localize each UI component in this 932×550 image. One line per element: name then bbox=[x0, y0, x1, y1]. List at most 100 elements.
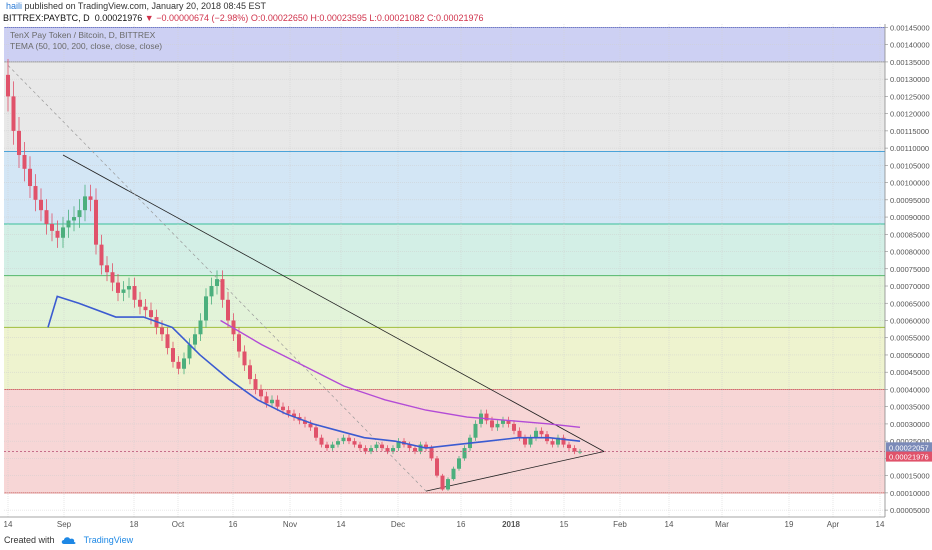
candle bbox=[11, 81, 16, 145]
candle bbox=[391, 445, 395, 455]
candle bbox=[457, 455, 461, 471]
candle bbox=[149, 302, 153, 325]
candle bbox=[380, 441, 384, 451]
candle bbox=[66, 209, 71, 238]
candle-body bbox=[248, 365, 252, 380]
candle bbox=[248, 359, 252, 385]
candle bbox=[528, 434, 533, 448]
fib-bands bbox=[4, 26, 885, 494]
candle bbox=[204, 288, 208, 328]
time-tick-label: 18 bbox=[130, 520, 139, 529]
time-tick-label: Nov bbox=[283, 520, 297, 529]
candle-body bbox=[391, 448, 395, 452]
candle bbox=[215, 270, 219, 295]
time-tick-label: 15 bbox=[560, 520, 569, 529]
candle bbox=[275, 395, 280, 411]
candle bbox=[138, 291, 142, 315]
time-tick-label: 16 bbox=[229, 520, 238, 529]
candle-body bbox=[149, 310, 153, 318]
candle bbox=[501, 416, 505, 428]
symbol-label: BITTREX:PAYBTC, D bbox=[3, 13, 90, 23]
price-axis-bg bbox=[885, 24, 932, 517]
candle bbox=[473, 420, 478, 441]
price-change: −0.00000674 (−2.98%) bbox=[156, 13, 249, 23]
candle-body bbox=[363, 448, 368, 452]
candle bbox=[330, 441, 335, 451]
time-tick-label: Oct bbox=[172, 520, 185, 529]
candle-body bbox=[209, 286, 214, 297]
candle bbox=[517, 427, 522, 441]
candle bbox=[209, 277, 214, 305]
candle bbox=[105, 256, 109, 282]
candle bbox=[363, 445, 368, 455]
candle-body bbox=[50, 223, 54, 231]
candle-body bbox=[539, 430, 544, 435]
candle bbox=[220, 270, 225, 308]
price-tick-label: 0.00030000 bbox=[890, 420, 930, 429]
candle bbox=[303, 416, 307, 428]
candle-body bbox=[6, 74, 10, 97]
candle-body bbox=[132, 286, 137, 300]
candle-body bbox=[77, 210, 82, 218]
price-tick-label: 0.00130000 bbox=[890, 75, 930, 84]
candle bbox=[512, 420, 516, 435]
chart-legend: TenX Pay Token / Bitcoin, D, BITTREX TEM… bbox=[10, 30, 162, 52]
price-tick-label: 0.00010000 bbox=[890, 489, 930, 498]
candle bbox=[22, 141, 27, 182]
candle bbox=[110, 263, 115, 292]
candle-body bbox=[215, 279, 219, 287]
candle-body bbox=[116, 282, 120, 293]
price-tick-label: 0.00090000 bbox=[890, 213, 930, 222]
candle-body bbox=[457, 458, 461, 469]
price-chart[interactable]: 0.00145000 0.00140000 0.00135000 0.00130000… bbox=[0, 24, 932, 530]
candle-body bbox=[374, 444, 379, 449]
candle bbox=[187, 338, 192, 365]
candle bbox=[462, 445, 467, 461]
candle-body bbox=[303, 420, 307, 424]
candle-body bbox=[143, 306, 148, 311]
candle bbox=[424, 441, 428, 451]
price-tick-label: 0.00140000 bbox=[890, 41, 930, 50]
candle-body bbox=[176, 361, 181, 369]
candle bbox=[572, 445, 577, 455]
candle-body bbox=[341, 437, 346, 442]
candle-body bbox=[385, 448, 390, 452]
price-tick-label: 0.00055000 bbox=[890, 334, 930, 343]
candle-body bbox=[281, 406, 285, 411]
candle bbox=[6, 59, 10, 112]
time-tick-label: Sep bbox=[57, 520, 72, 529]
author-name[interactable]: haili bbox=[6, 1, 23, 11]
candle bbox=[561, 434, 566, 448]
candle-body bbox=[28, 168, 32, 187]
candle bbox=[61, 216, 65, 248]
time-tick-label: Mar bbox=[715, 520, 729, 529]
time-tick-label: 19 bbox=[785, 520, 794, 529]
candle-body bbox=[198, 320, 203, 335]
candle-body bbox=[226, 299, 230, 321]
candle-body bbox=[556, 437, 560, 445]
candle-body bbox=[22, 155, 27, 169]
candle bbox=[446, 477, 450, 491]
lower-trendline bbox=[425, 451, 605, 492]
last-price: 0.00021976 bbox=[94, 13, 143, 23]
candle bbox=[253, 373, 258, 395]
candle bbox=[171, 341, 175, 368]
tema-50-line bbox=[47, 295, 581, 449]
candle-body bbox=[11, 96, 16, 131]
down-arrow-icon: ▼ bbox=[144, 13, 154, 23]
candle-body bbox=[171, 348, 175, 362]
price-tick-label: 0.00145000 bbox=[890, 24, 930, 32]
candle-body bbox=[94, 199, 98, 245]
candle-body bbox=[160, 327, 164, 335]
candle-body bbox=[506, 420, 511, 424]
tradingview-brand[interactable]: TradingView bbox=[83, 535, 134, 545]
candle bbox=[495, 420, 500, 431]
candle-body bbox=[407, 444, 412, 449]
candle bbox=[88, 184, 93, 212]
candle-body bbox=[572, 448, 577, 452]
candle-body bbox=[347, 437, 351, 442]
candle bbox=[50, 213, 54, 242]
candle bbox=[44, 199, 49, 235]
fib-band-3 bbox=[4, 223, 885, 276]
